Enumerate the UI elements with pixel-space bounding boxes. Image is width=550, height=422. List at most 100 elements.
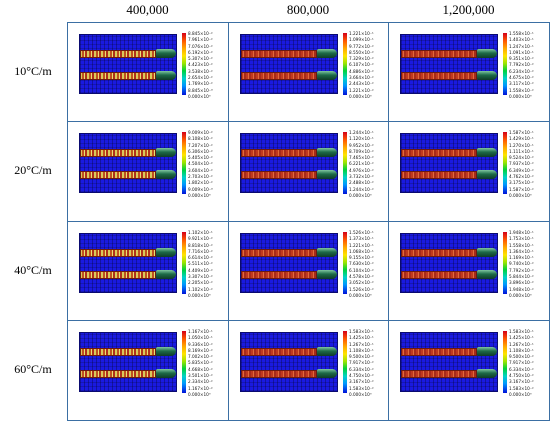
colorbar-labels: 9.009×10⁻² 8.108×10⁻² 7.207×10⁻² 6.306×10⁻²… — [188, 130, 230, 198]
wellbore-pipe — [156, 170, 176, 179]
colorbar-tick-label: 0.000×10⁰ — [188, 292, 211, 298]
colorbar-tick-label: 3.167×10⁻² — [349, 379, 374, 385]
colorbar-tick-label: 6.234×10⁻² — [509, 68, 534, 74]
colorbar-tick-label: 3.052×10⁻² — [349, 280, 374, 286]
colorbar-tick-label: 1.091×10⁻¹ — [509, 49, 534, 55]
colorbar-tick-label: 4.762×10⁻² — [509, 174, 534, 180]
colorbar — [182, 132, 186, 194]
wellbore-pipe — [156, 49, 176, 58]
colorbar-tick-label: 7.792×10⁻² — [509, 267, 534, 273]
colorbar-tick-label: 1.583×10⁻² — [349, 385, 374, 391]
colorbar-tick-label: 5.844×10⁻² — [509, 274, 534, 280]
panel-r3-c1: 1.583×10⁻¹ 1.425×10⁻¹ 1.267×10⁻¹ 1.108×10⁻¹… — [228, 320, 389, 421]
colorbar-tick-label: 1.068×10⁻¹ — [349, 248, 374, 254]
colorbar-tick-label: 1.108×10⁻¹ — [349, 347, 374, 353]
colorbar — [503, 232, 507, 294]
wellbore-pipe — [477, 270, 497, 279]
colorbar-labels: 1.244×10⁻¹ 1.120×10⁻¹ 9.952×10⁻² 8.709×10⁻²… — [349, 130, 391, 198]
panel-r2-c0: 1.102×10⁻¹ 9.921×10⁻² 8.818×10⁻² 7.716×10⁻²… — [67, 221, 229, 321]
colorbar-tick-label: 9.336×10⁻² — [188, 341, 213, 347]
colorbar-tick-label: 1.425×10⁻¹ — [349, 335, 374, 341]
fracture-band — [80, 271, 156, 279]
colorbar-tick-label: 9.524×10⁻² — [509, 155, 534, 161]
wellbore-pipe — [317, 248, 337, 257]
row-label-10: 10°C/m — [14, 64, 52, 78]
colorbar-tick-label: 3.604×10⁻² — [188, 167, 213, 173]
wellbore-pipe — [477, 170, 497, 179]
wellbore-pipe — [477, 148, 497, 157]
results-grid: 8.845×10⁻² 7.961×10⁻² 7.076×10⁻² 6.192×10⁻²… — [67, 22, 550, 421]
colorbar-tick-label: 3.117×10⁻² — [509, 81, 534, 87]
contour-plot — [400, 133, 498, 193]
panel-r3-c2: 1.583×10⁻¹ 1.425×10⁻¹ 1.267×10⁻¹ 1.108×10⁻¹… — [388, 320, 550, 421]
colorbar-tick-label: 6.306×10⁻² — [188, 148, 213, 154]
colorbar-labels: 8.845×10⁻² 7.961×10⁻² 7.076×10⁻² 6.192×10⁻²… — [188, 31, 230, 99]
colorbar-tick-label: 6.192×10⁻² — [188, 49, 213, 55]
column-header-1200000: 1,200,000 — [442, 2, 495, 17]
colorbar-tick-label: 2.443×10⁻² — [349, 81, 374, 87]
colorbar-tick-label: 9.952×10⁻² — [349, 142, 374, 148]
colorbar-tick-label: 1.583×10⁻¹ — [349, 329, 374, 334]
colorbar-labels: 1.558×10⁻¹ 1.403×10⁻¹ 1.247×10⁻¹ 1.091×10⁻¹… — [509, 31, 550, 99]
colorbar-tick-label: 1.558×10⁻¹ — [509, 31, 534, 36]
colorbar-tick-label: 6.221×10⁻² — [349, 161, 374, 167]
colorbar — [182, 33, 186, 95]
colorbar-tick-label: 1.364×10⁻¹ — [509, 248, 534, 254]
colorbar-tick-label: 8.550×10⁻² — [349, 49, 374, 55]
colorbar-tick-label: 5.835×10⁻² — [188, 360, 213, 366]
colorbar-tick-label: 1.769×10⁻² — [188, 81, 213, 87]
colorbar-tick-label: 6.334×10⁻² — [509, 366, 534, 372]
fracture-band — [241, 149, 317, 157]
colorbar-tick-label: 6.614×10⁻² — [188, 255, 213, 261]
colorbar — [182, 331, 186, 393]
colorbar-labels: 1.526×10⁻¹ 1.373×10⁻¹ 1.221×10⁻¹ 1.068×10⁻¹… — [349, 230, 391, 298]
colorbar-tick-label: 5.405×10⁻² — [188, 155, 213, 161]
colorbar-tick-label: 1.167×10⁻² — [188, 385, 213, 391]
colorbar-tick-label: 6.334×10⁻² — [349, 366, 374, 372]
colorbar-tick-label: 7.716×10⁻² — [188, 248, 213, 254]
colorbar — [503, 132, 507, 194]
colorbar-labels: 1.948×10⁻¹ 1.753×10⁻¹ 1.558×10⁻¹ 1.364×10⁻¹… — [509, 230, 550, 298]
colorbar — [343, 331, 347, 393]
fracture-band — [241, 370, 317, 378]
colorbar-tick-label: 1.221×10⁻¹ — [349, 242, 374, 248]
colorbar — [503, 33, 507, 95]
colorbar-tick-label: 6.107×10⁻² — [349, 62, 374, 68]
colorbar-tick-label: 1.753×10⁻¹ — [509, 236, 534, 242]
colorbar-tick-label: 1.425×10⁻¹ — [509, 335, 534, 341]
colorbar-tick-label: 1.244×10⁻² — [349, 186, 374, 192]
colorbar-tick-label: 1.373×10⁻¹ — [349, 236, 374, 242]
fracture-band — [401, 171, 477, 179]
colorbar-tick-label: 5.511×10⁻² — [188, 261, 213, 267]
colorbar-tick-label: 7.329×10⁻² — [349, 56, 374, 62]
wellbore-pipe — [156, 369, 176, 378]
fracture-band — [401, 149, 477, 157]
wellbore-pipe — [317, 270, 337, 279]
contour-plot — [240, 133, 338, 193]
column-header-400000: 400,000 — [126, 2, 169, 17]
wellbore-pipe — [317, 71, 337, 80]
colorbar-tick-label: 1.099×10⁻¹ — [349, 37, 374, 43]
colorbar-tick-label: 1.403×10⁻¹ — [509, 37, 534, 43]
colorbar-tick-label: 7.792×10⁻² — [509, 62, 534, 68]
fracture-band — [80, 171, 156, 179]
panel-r1-c1: 1.244×10⁻¹ 1.120×10⁻¹ 9.952×10⁻² 8.709×10⁻²… — [228, 121, 389, 222]
colorbar-tick-label: 4.886×10⁻² — [349, 68, 374, 74]
colorbar-tick-label: 6.349×10⁻² — [509, 167, 534, 173]
panel-r0-c0: 8.845×10⁻² 7.961×10⁻² 7.076×10⁻² 6.192×10⁻²… — [67, 22, 229, 122]
wellbore-pipe — [156, 347, 176, 356]
contour-plot — [79, 34, 177, 94]
colorbar-tick-label: 7.002×10⁻² — [188, 354, 213, 360]
fracture-band — [80, 370, 156, 378]
fracture-band — [401, 50, 477, 58]
colorbar-tick-label: 0.000×10⁰ — [349, 93, 372, 99]
colorbar-tick-label: 1.526×10⁻¹ — [349, 230, 374, 235]
colorbar-tick-label: 9.772×10⁻² — [349, 43, 374, 49]
fracture-band — [241, 50, 317, 58]
colorbar-labels: 1.102×10⁻¹ 9.921×10⁻² 8.818×10⁻² 7.716×10⁻²… — [188, 230, 230, 298]
colorbar-tick-label: 1.583×10⁻¹ — [509, 329, 534, 334]
colorbar-tick-label: 7.207×10⁻² — [188, 142, 213, 148]
colorbar-tick-label: 1.267×10⁻¹ — [349, 341, 374, 347]
fracture-band — [80, 249, 156, 257]
colorbar-tick-label: 1.247×10⁻¹ — [509, 43, 534, 49]
